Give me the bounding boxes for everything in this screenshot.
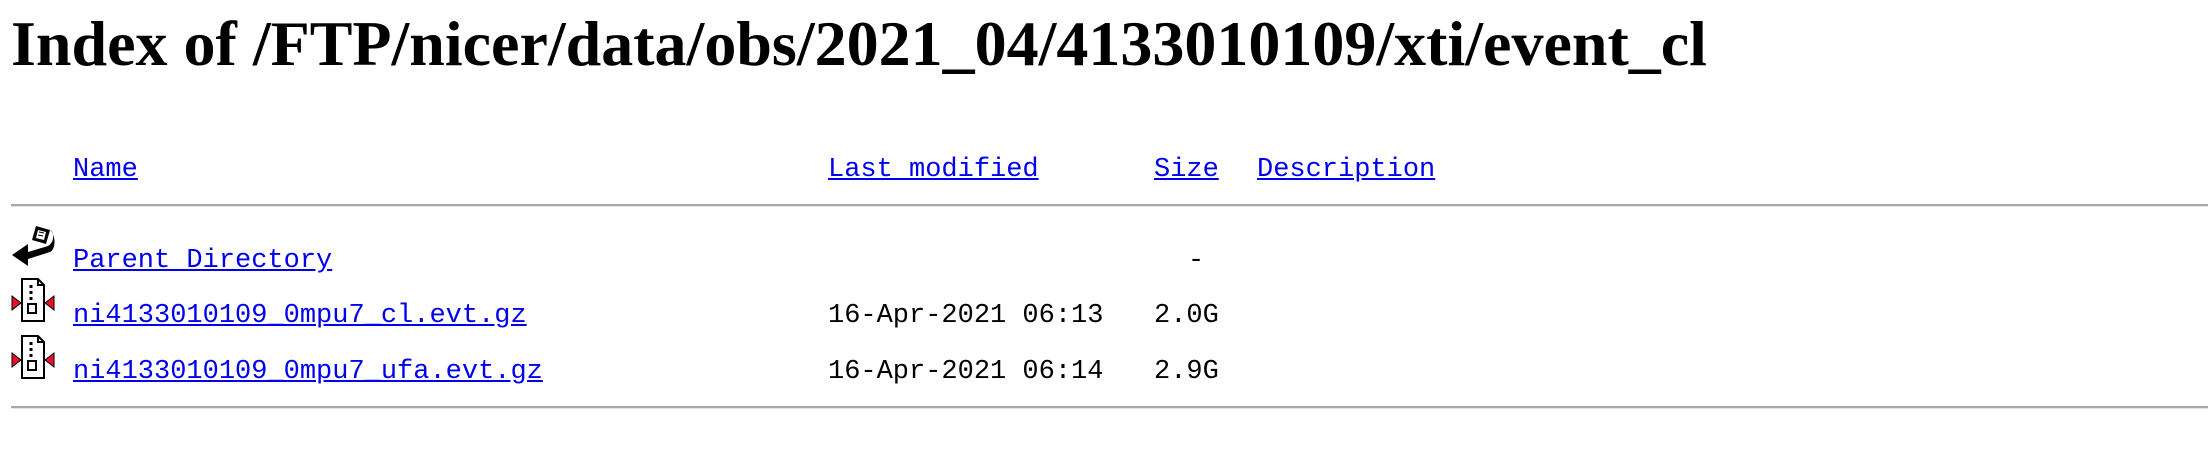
file-link[interactable]: ni4133010109_0mpu7_cl.evt.gz: [73, 301, 527, 331]
file-size: 2.0G: [1154, 301, 1219, 331]
file-size: 2.9G: [1154, 357, 1219, 387]
footer-rule: [11, 406, 2208, 409]
compressed-file-icon: [11, 333, 55, 381]
column-header-size[interactable]: Size: [1154, 155, 1219, 185]
parent-directory-link[interactable]: Parent Directory: [73, 246, 333, 276]
column-header-description[interactable]: Description: [1257, 155, 1436, 185]
parent-directory-size: -: [1188, 246, 1205, 276]
column-header-name[interactable]: Name: [73, 155, 138, 185]
column-header-last-modified[interactable]: Last modified: [828, 155, 1039, 185]
file-modified: 16-Apr-2021 06:14: [828, 357, 1104, 387]
page-title: Index of /FTP/nicer/data/obs/2021_04/413…: [11, 8, 1707, 79]
file-modified: 16-Apr-2021 06:13: [828, 301, 1104, 331]
file-link[interactable]: ni4133010109_0mpu7_ufa.evt.gz: [73, 357, 543, 387]
back-icon: [10, 222, 55, 270]
compressed-file-icon: [11, 276, 55, 324]
header-rule: [11, 204, 2208, 207]
